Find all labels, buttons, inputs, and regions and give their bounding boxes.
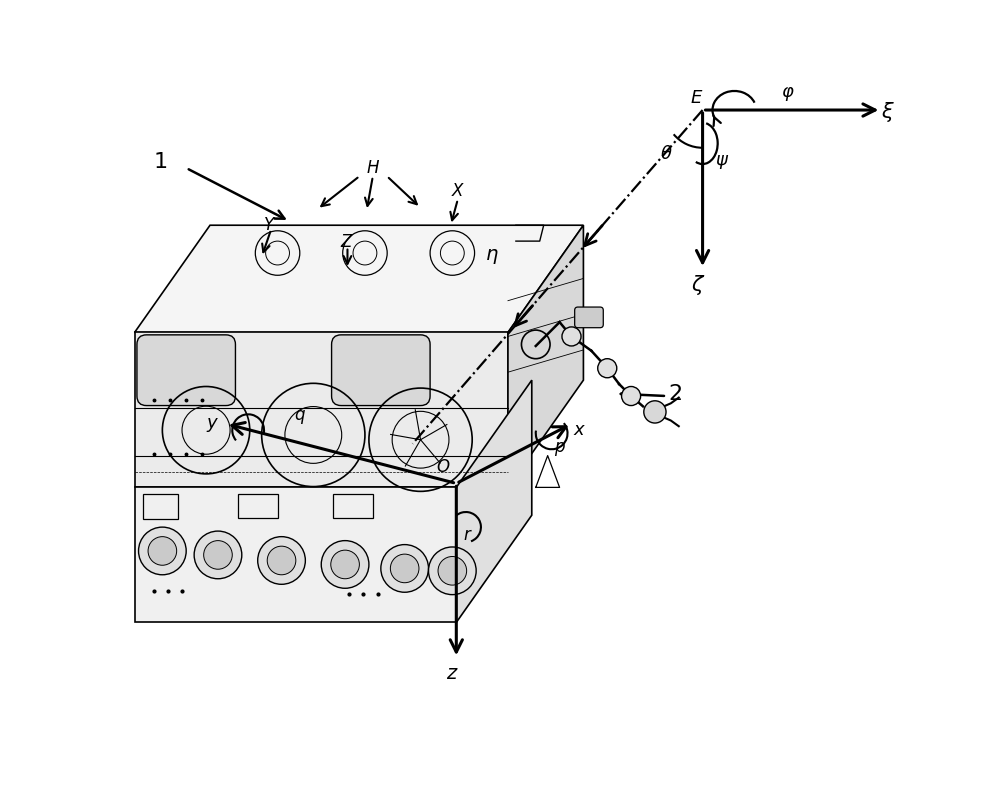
Text: $\xi$: $\xi$ xyxy=(881,101,895,125)
Circle shape xyxy=(598,358,617,378)
Text: $\zeta$: $\zeta$ xyxy=(691,273,706,297)
Circle shape xyxy=(204,541,232,570)
Bar xyxy=(143,494,178,519)
Circle shape xyxy=(429,547,476,594)
Circle shape xyxy=(644,401,666,423)
Text: $Z$: $Z$ xyxy=(340,234,354,251)
Circle shape xyxy=(331,550,359,578)
Circle shape xyxy=(562,327,581,346)
Text: $1$: $1$ xyxy=(153,150,167,173)
Text: $x$: $x$ xyxy=(573,421,586,439)
Circle shape xyxy=(258,537,305,584)
Polygon shape xyxy=(135,226,583,333)
Circle shape xyxy=(148,537,177,566)
FancyBboxPatch shape xyxy=(137,335,235,406)
Circle shape xyxy=(139,527,186,574)
Text: $\eta$: $\eta$ xyxy=(485,247,499,266)
Circle shape xyxy=(194,531,242,578)
Polygon shape xyxy=(135,487,456,622)
Circle shape xyxy=(438,557,467,585)
FancyBboxPatch shape xyxy=(575,307,603,328)
Text: $H$: $H$ xyxy=(366,159,380,177)
Circle shape xyxy=(390,554,419,582)
Text: $\varphi$: $\varphi$ xyxy=(781,85,794,103)
Text: $X$: $X$ xyxy=(451,183,466,200)
Circle shape xyxy=(267,546,296,574)
Text: $E$: $E$ xyxy=(690,89,704,107)
Text: $r$: $r$ xyxy=(463,526,473,543)
Text: $O$: $O$ xyxy=(436,459,450,476)
Circle shape xyxy=(321,541,369,588)
Text: $y$: $y$ xyxy=(206,417,219,434)
Polygon shape xyxy=(508,226,583,487)
Text: $z$: $z$ xyxy=(446,665,459,683)
Text: $\theta$: $\theta$ xyxy=(660,145,673,162)
Bar xyxy=(333,494,373,518)
Text: $q$: $q$ xyxy=(294,409,306,426)
Polygon shape xyxy=(456,380,532,622)
Circle shape xyxy=(622,386,641,406)
Text: $Y$: $Y$ xyxy=(263,217,276,234)
Text: $2$: $2$ xyxy=(668,382,682,405)
Polygon shape xyxy=(135,333,508,487)
Text: $p$: $p$ xyxy=(554,440,566,458)
Circle shape xyxy=(381,545,428,592)
Text: $\psi$: $\psi$ xyxy=(715,153,730,170)
FancyBboxPatch shape xyxy=(332,335,430,406)
Bar xyxy=(238,494,278,518)
